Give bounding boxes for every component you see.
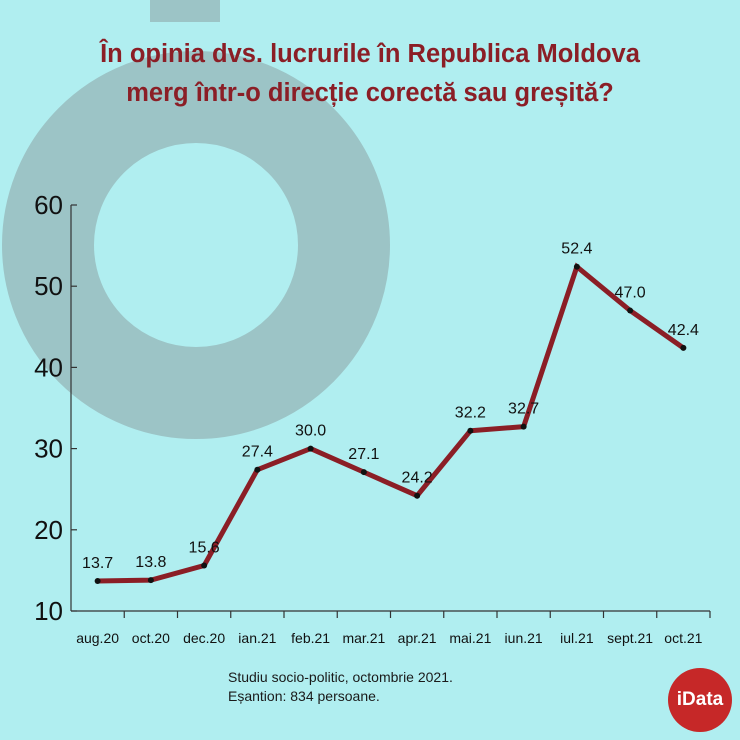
x-tick-label: ian.21 [238,630,276,646]
data-point [680,344,687,351]
x-tick-label: mar.21 [342,630,385,646]
x-tick-label: oct.21 [664,630,702,646]
data-point [254,466,261,473]
data-label: 24.2 [402,470,433,487]
x-tick-label: aug.20 [76,630,119,646]
data-label: 32.7 [508,401,539,418]
x-tick-label: dec.20 [183,630,225,646]
data-label: 27.1 [348,446,379,463]
y-tick-label: 30 [34,434,63,464]
x-tick-label: feb.21 [291,630,330,646]
y-tick-label: 60 [34,190,63,220]
y-tick-label: 10 [34,596,63,626]
x-tick-label: iul.21 [560,630,594,646]
x-tick-label: apr.21 [398,630,437,646]
data-label: 30.0 [295,423,326,440]
y-tick-label: 50 [34,271,63,301]
series-line [97,262,685,584]
x-tick-label: mai.21 [449,630,491,646]
decor-stem [150,0,220,22]
data-label: 27.4 [242,444,273,461]
footer-study-note: Studiu socio-politic, octombrie 2021. [228,669,453,685]
decor-ring [2,51,390,439]
data-point [360,469,367,476]
idata-logo: iData [668,668,732,732]
chart-title-line-1: În opinia dvs. lucrurile în Republica Mo… [100,40,640,68]
data-point [573,263,580,270]
data-point [201,562,208,569]
data-point [467,427,474,434]
data-point [520,423,527,430]
data-label: 13.7 [82,555,113,572]
data-label: 47.0 [615,285,646,302]
data-point [414,492,421,499]
data-point [94,577,101,584]
data-label: 42.4 [668,322,699,339]
x-tick-label: iun.21 [505,630,543,646]
data-point [307,445,314,452]
data-label: 32.2 [455,405,486,422]
x-tick-label: sept.21 [607,630,653,646]
data-label: 15.6 [189,540,220,557]
y-tick-label: 40 [34,352,63,382]
data-point [627,307,634,314]
data-label: 13.8 [135,554,166,571]
data-point [147,577,154,584]
footer-sample-note: Eșantion: 834 persoane. [228,688,380,704]
x-tick-label: oct.20 [132,630,170,646]
y-tick-label: 20 [34,515,63,545]
data-label: 52.4 [561,241,592,258]
chart-title-line-2: merg într-o direcție corectă sau greșită… [126,79,614,107]
